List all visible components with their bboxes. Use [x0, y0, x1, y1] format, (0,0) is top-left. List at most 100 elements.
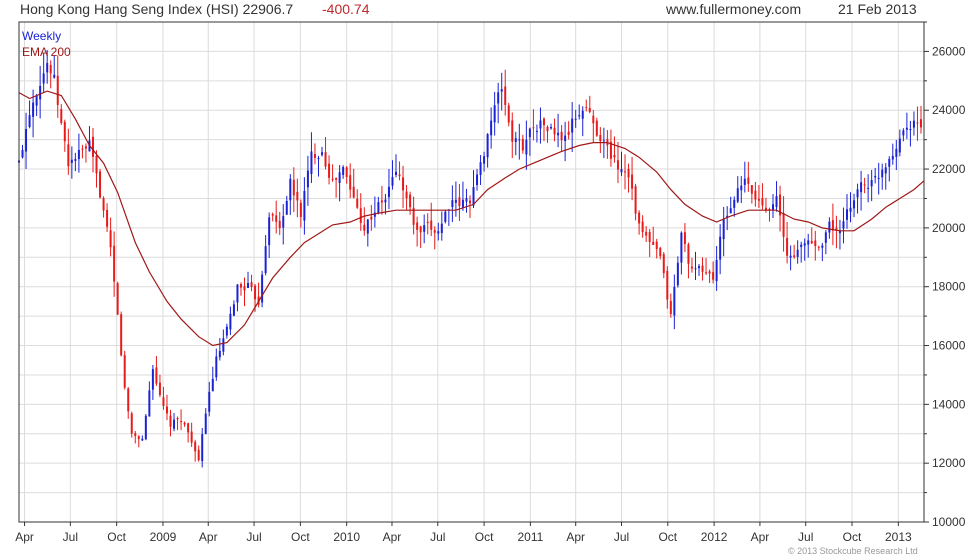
candle — [504, 69, 507, 116]
candle-body — [690, 266, 693, 269]
candle-body — [306, 170, 309, 188]
candle — [874, 167, 877, 184]
candle-body — [627, 168, 630, 178]
candle — [775, 181, 778, 212]
candle — [465, 188, 468, 213]
candle — [426, 213, 429, 235]
candle — [56, 55, 59, 118]
candle — [895, 140, 898, 171]
candle — [557, 113, 560, 148]
candle-body — [620, 169, 623, 173]
y-tick-label: 12000 — [932, 456, 966, 470]
candle — [870, 169, 873, 202]
candle — [250, 274, 253, 292]
candle — [261, 270, 264, 308]
candle — [860, 170, 863, 211]
x-tick-label: Oct — [107, 530, 126, 544]
candle-body — [497, 92, 500, 104]
candle — [42, 52, 45, 93]
candle — [564, 121, 567, 162]
candle — [398, 161, 401, 181]
candle-body — [366, 219, 369, 234]
candle-body — [634, 186, 637, 214]
candle-body — [99, 171, 102, 198]
candle-body — [243, 286, 246, 291]
candle-body — [409, 194, 412, 208]
candles — [18, 50, 922, 468]
candle-body — [518, 139, 521, 141]
candle — [507, 102, 510, 127]
candle — [574, 109, 577, 128]
candle-body — [476, 174, 479, 185]
candle-body — [183, 422, 186, 425]
candle-body — [683, 232, 686, 244]
candle-body — [194, 441, 197, 452]
candle — [243, 277, 246, 307]
candle-body — [109, 230, 112, 248]
candle-body — [250, 282, 253, 288]
candle-body — [511, 120, 514, 142]
candle — [173, 413, 176, 432]
candle — [828, 217, 831, 239]
x-tick-label: Apr — [566, 530, 585, 544]
candle — [148, 381, 151, 417]
candle-body — [796, 249, 799, 257]
candle-body — [666, 270, 669, 300]
candle — [373, 196, 376, 228]
candle — [476, 168, 479, 191]
candle-body — [708, 271, 711, 274]
candle-body — [165, 406, 168, 414]
chart-title: Hong Kong Hang Seng Index (HSI) 22906.7 — [20, 1, 294, 17]
candle-body — [877, 177, 880, 179]
candle — [486, 133, 489, 168]
x-tick-label: 2011 — [517, 530, 543, 544]
candle-body — [870, 180, 873, 187]
candle-body — [380, 200, 383, 203]
candle-body — [25, 128, 28, 152]
candle — [215, 348, 218, 381]
candle-body — [472, 187, 475, 206]
candle — [285, 195, 288, 215]
candle — [521, 134, 524, 154]
candle-body — [588, 108, 591, 113]
candle-body — [35, 95, 38, 106]
candle-body — [595, 120, 598, 136]
candle-body — [56, 75, 59, 105]
candle-body — [123, 355, 126, 388]
candle — [814, 230, 817, 261]
candle — [676, 256, 679, 288]
candle — [180, 409, 183, 431]
candle — [472, 170, 475, 209]
candle — [331, 164, 334, 182]
candle — [884, 162, 887, 190]
candle — [39, 65, 42, 119]
candle — [123, 350, 126, 390]
x-tick-label: Apr — [383, 530, 402, 544]
candle-body — [77, 149, 80, 160]
candle — [631, 156, 634, 201]
candle-body — [736, 188, 739, 202]
candle — [796, 240, 799, 264]
candle — [842, 207, 845, 244]
candle-body — [423, 225, 426, 232]
candle-body — [229, 313, 232, 330]
candle-body — [898, 138, 901, 153]
candle-body — [550, 127, 553, 129]
candle — [187, 422, 190, 443]
candle — [912, 111, 915, 136]
candle-body — [867, 187, 870, 189]
candle — [701, 257, 704, 281]
candle-body — [712, 272, 715, 280]
candle — [271, 212, 274, 222]
candle — [624, 154, 627, 190]
candle — [204, 408, 207, 435]
x-tick-label: 2010 — [333, 530, 360, 544]
candle — [35, 93, 38, 116]
candle — [247, 271, 250, 289]
candle-body — [571, 118, 574, 133]
candle — [444, 209, 447, 224]
candle-body — [370, 216, 373, 220]
candle-body — [148, 390, 151, 417]
candle-body — [616, 160, 619, 170]
grid — [19, 21, 924, 523]
